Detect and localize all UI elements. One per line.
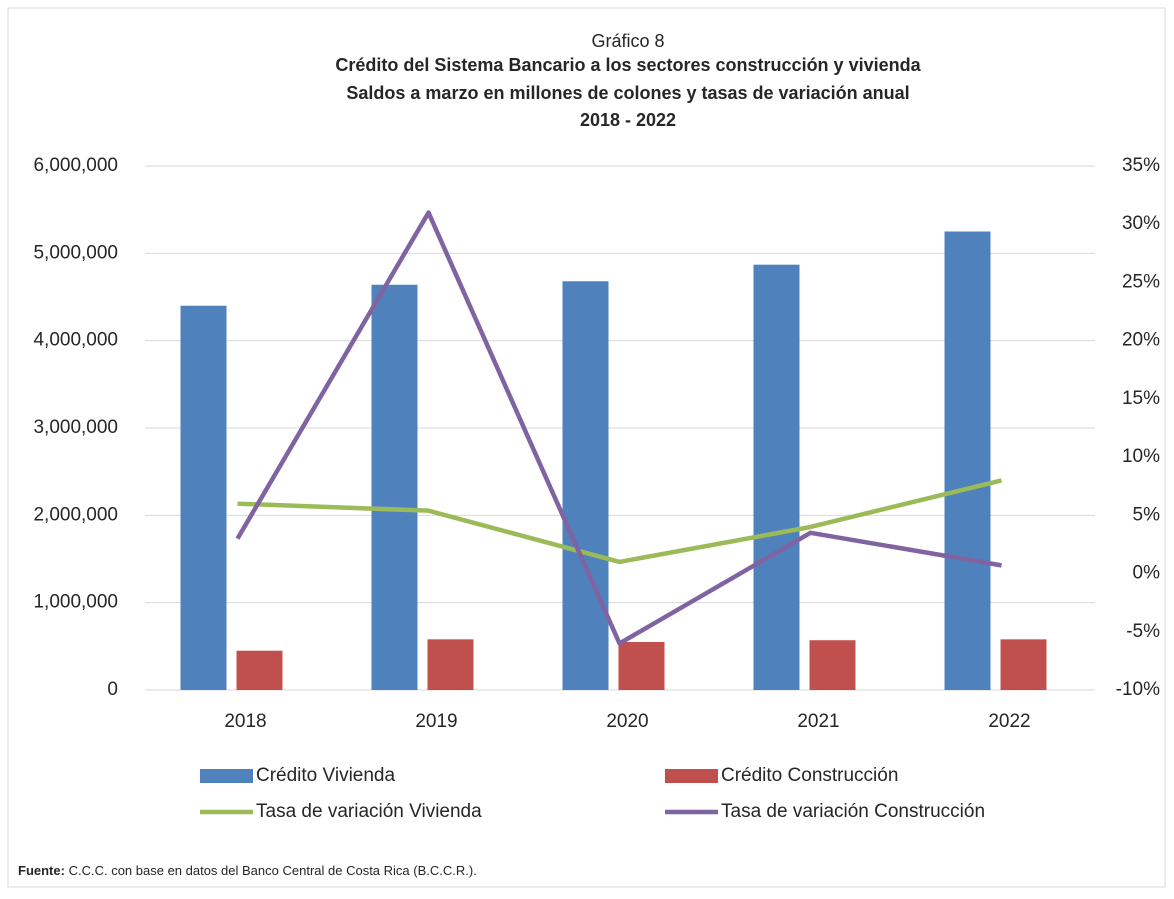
legend-label: Tasa de variación Construcción xyxy=(721,801,985,822)
y-tick-label: 4,000,000 xyxy=(33,330,118,351)
y-tick-label: 5,000,000 xyxy=(33,242,118,263)
x-tick-label: 2020 xyxy=(606,711,648,732)
y2-tick-label: 5% xyxy=(1133,504,1161,525)
y-tick-label: 0 xyxy=(107,679,118,700)
y2-tick-label: 25% xyxy=(1122,271,1160,292)
legend-label: Crédito Construcción xyxy=(721,765,898,786)
source-label: Fuente: xyxy=(18,863,65,878)
bar xyxy=(236,650,283,690)
chart-subtitle: Saldos a marzo en millones de colones y … xyxy=(346,83,909,103)
y2-tick-label: -10% xyxy=(1116,679,1160,700)
y2-tick-label: -5% xyxy=(1126,621,1160,642)
x-tick-label: 2021 xyxy=(797,711,839,732)
y2-tick-label: 35% xyxy=(1122,155,1160,176)
y-tick-label: 6,000,000 xyxy=(33,155,118,176)
bar xyxy=(427,639,474,690)
bar xyxy=(618,641,665,690)
chart-title: Gráfico 8 xyxy=(591,31,664,51)
bar xyxy=(371,284,418,690)
bar xyxy=(809,640,856,690)
line xyxy=(237,478,1003,565)
bar xyxy=(180,305,227,690)
bar xyxy=(944,231,991,690)
legend-label: Crédito Vivienda xyxy=(256,765,396,786)
line xyxy=(235,210,1002,646)
bar xyxy=(1000,639,1047,690)
y-tick-label: 2,000,000 xyxy=(33,504,118,525)
legend-swatch xyxy=(200,769,253,783)
bar xyxy=(753,264,800,690)
legend-swatch xyxy=(665,769,718,783)
bar xyxy=(562,281,609,690)
y2-tick-label: 15% xyxy=(1122,388,1160,409)
source-text: C.C.C. con base en datos del Banco Centr… xyxy=(69,863,477,878)
y2-tick-label: 30% xyxy=(1122,213,1160,234)
x-tick-label: 2018 xyxy=(224,711,266,732)
x-tick-label: 2019 xyxy=(415,711,457,732)
y2-tick-label: 20% xyxy=(1122,330,1160,351)
y2-tick-label: 10% xyxy=(1122,446,1160,467)
y2-tick-label: 0% xyxy=(1133,563,1161,584)
x-tick-label: 2022 xyxy=(988,711,1030,732)
y-tick-label: 1,000,000 xyxy=(33,592,118,613)
legend-label: Tasa de variación Vivienda xyxy=(256,801,482,822)
source: Fuente: C.C.C. con base en datos del Ban… xyxy=(18,863,477,878)
chart-subtitle: Crédito del Sistema Bancario a los secto… xyxy=(335,55,921,75)
y-tick-label: 3,000,000 xyxy=(33,417,118,438)
chart-subtitle: 2018 - 2022 xyxy=(580,110,676,130)
